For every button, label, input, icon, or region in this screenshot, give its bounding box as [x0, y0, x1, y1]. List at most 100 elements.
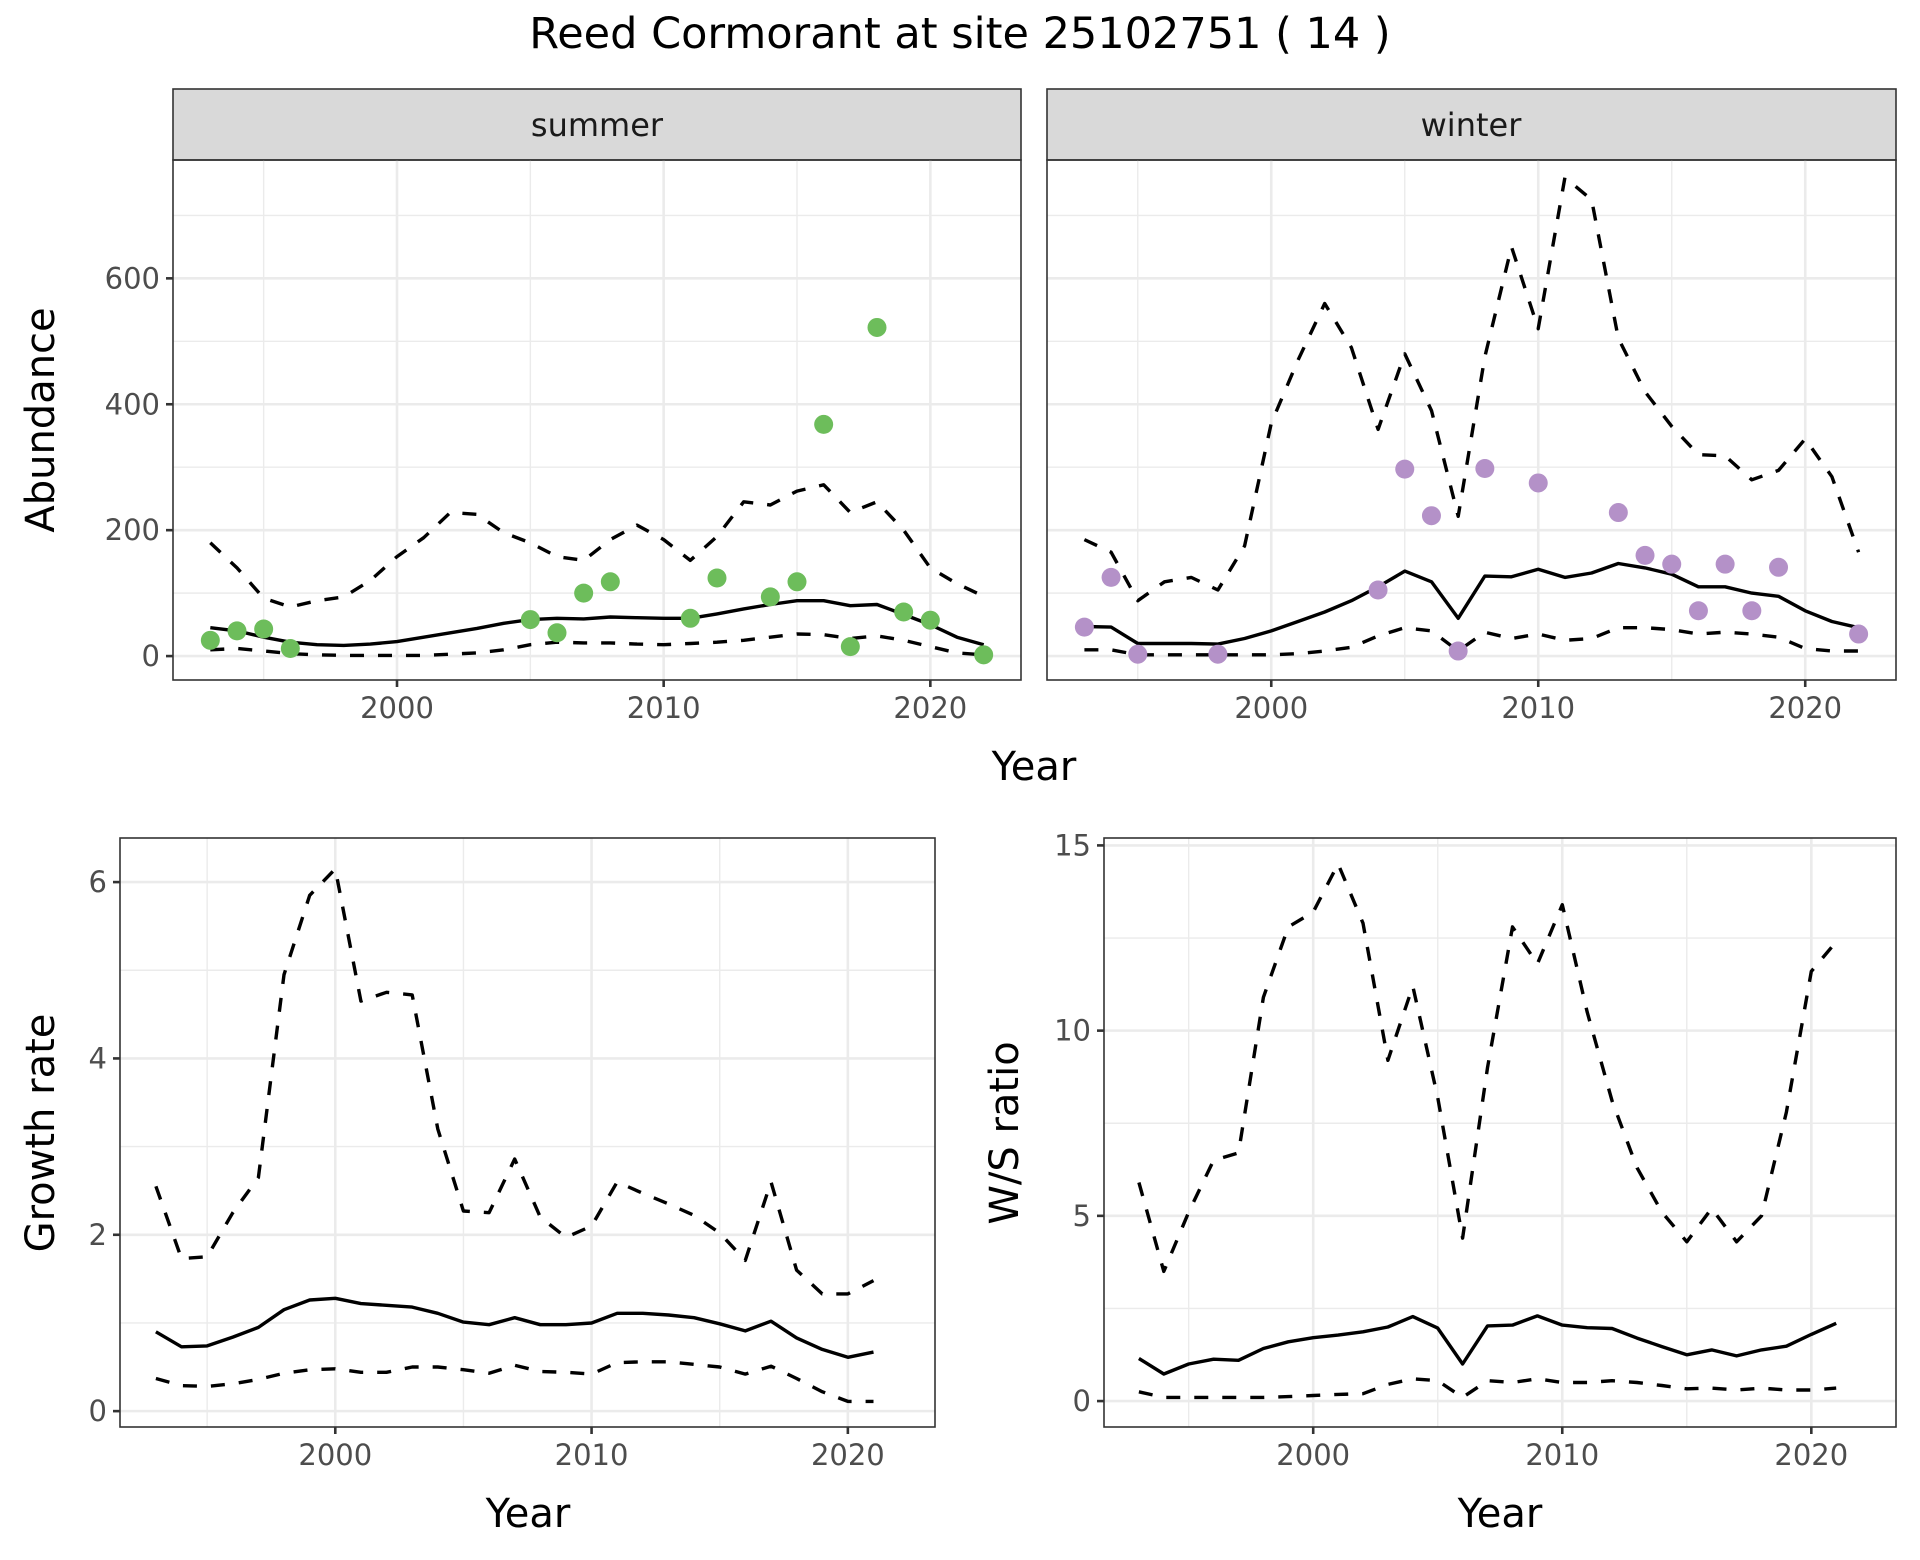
- y-ticks-ws: 0 5 10 15: [1054, 828, 1104, 1418]
- y-tick-label: 15: [1054, 828, 1091, 862]
- winter-point: [1688, 601, 1708, 621]
- x-ticks-growth: 2000 2010 2020: [298, 1427, 885, 1472]
- winter-series-mean: [1084, 561, 1859, 646]
- winter-point: [1769, 557, 1789, 577]
- summer-point: [574, 583, 594, 603]
- x-tick-label: 2020: [811, 1438, 885, 1472]
- summer-point: [600, 572, 620, 592]
- summer-point: [867, 317, 887, 337]
- summer-point: [520, 610, 540, 630]
- y-tick-label: 5: [1073, 1199, 1091, 1233]
- winter-point: [1849, 624, 1869, 644]
- growth-series-upper: [154, 867, 875, 1296]
- x-ticks-ws: 2000 2010 2020: [1276, 1427, 1848, 1472]
- x-tick-label: 2000: [1234, 691, 1308, 725]
- summer-point: [227, 621, 247, 641]
- winter-point: [1208, 644, 1228, 664]
- summer-point: [707, 568, 727, 588]
- winter-point: [1074, 617, 1094, 637]
- x-tick-label: 2010: [555, 1438, 629, 1472]
- winter-point: [1608, 503, 1628, 523]
- ws-series-lower: [1138, 1377, 1837, 1400]
- panel-growth-rate: 0 2 4 6 2000 2010 2020: [89, 837, 936, 1472]
- winter-point: [1528, 473, 1548, 493]
- y-ticks-growth: 0 2 4 6: [89, 865, 120, 1428]
- summer-point: [814, 414, 834, 434]
- panel-border-ws: [1103, 837, 1897, 1428]
- points-summer: [200, 317, 994, 665]
- summer-point: [974, 645, 994, 665]
- summer-point: [680, 608, 700, 628]
- summer-point: [920, 610, 940, 630]
- ws-series-upper: [1137, 862, 1838, 1274]
- winter-series-lower: [1084, 626, 1859, 657]
- x-tick-label: 2010: [1525, 1438, 1599, 1472]
- winter-point: [1395, 459, 1415, 479]
- x-axis-title-growth: Year: [485, 1491, 571, 1537]
- winter-point: [1715, 554, 1735, 574]
- winter-point: [1101, 567, 1121, 587]
- summer-point: [840, 637, 860, 657]
- y-tick-label: 2: [89, 1218, 107, 1252]
- panel-border-summer: [172, 159, 1022, 681]
- winter-point: [1448, 641, 1468, 661]
- strip-winter: [1046, 88, 1897, 161]
- y-tick-label: 400: [105, 387, 160, 421]
- grid-summer: [173, 160, 1021, 680]
- chart-title: Reed Cormorant at site 25102751 ( 14 ): [529, 9, 1390, 59]
- grid-growth: [120, 838, 935, 1427]
- y-ticks-summer: 0 200 400 600: [105, 261, 173, 673]
- x-axis-title-ws: Year: [1457, 1491, 1543, 1537]
- summer-point: [547, 623, 567, 643]
- x-ticks-summer: 2000 2010 2020: [360, 680, 967, 725]
- lines-ws: [1137, 862, 1838, 1400]
- winter-point: [1368, 580, 1388, 600]
- x-tick-label: 2010: [1501, 691, 1575, 725]
- x-axis-title-abundance: Year: [991, 744, 1077, 790]
- summer-point: [787, 572, 807, 592]
- y-axis-title-growth: Growth rate: [18, 1014, 64, 1253]
- summer-series-lower: [210, 632, 984, 658]
- summer-series-mean: [210, 599, 985, 648]
- y-tick-label: 0: [1073, 1384, 1091, 1418]
- lines-summer: [209, 483, 985, 658]
- y-tick-label: 6: [89, 865, 107, 899]
- panel-winter: winter 2000 2010 2020: [1046, 88, 1897, 725]
- x-tick-label: 2000: [1276, 1438, 1350, 1472]
- x-tick-label: 2020: [893, 691, 967, 725]
- winter-point: [1128, 644, 1148, 664]
- y-axis-title-abundance: Abundance: [18, 307, 64, 532]
- x-tick-label: 2000: [298, 1438, 372, 1472]
- winter-point: [1662, 554, 1682, 574]
- y-tick-label: 10: [1054, 1014, 1091, 1048]
- summer-series-upper: [209, 483, 985, 609]
- strip-label-summer: summer: [531, 106, 664, 144]
- ws-series-mean: [1138, 1314, 1837, 1376]
- growth-series-mean: [155, 1296, 874, 1359]
- x-tick-label: 2020: [1768, 691, 1842, 725]
- y-tick-label: 0: [89, 1394, 107, 1428]
- x-tick-label: 2000: [360, 691, 434, 725]
- panel-border-growth: [119, 837, 936, 1428]
- summer-point: [280, 639, 300, 659]
- x-tick-label: 2010: [627, 691, 701, 725]
- winter-series-upper: [1083, 175, 1861, 603]
- summer-point: [894, 602, 914, 622]
- growth-series-lower: [155, 1360, 874, 1404]
- panel-border-winter: [1046, 159, 1897, 681]
- winter-point: [1475, 458, 1495, 478]
- winter-point: [1421, 506, 1441, 526]
- winter-point: [1635, 545, 1655, 565]
- lines-winter: [1083, 175, 1861, 657]
- strip-label-winter: winter: [1421, 106, 1523, 144]
- panel-summer: summer 0 200 400 600 2000 2010 2020: [105, 88, 1022, 725]
- y-tick-label: 600: [105, 261, 160, 295]
- summer-point: [254, 619, 274, 639]
- y-axis-title-ws: W/S ratio: [982, 1041, 1028, 1224]
- x-ticks-winter: 2000 2010 2020: [1234, 680, 1842, 725]
- winter-point: [1742, 601, 1762, 621]
- y-tick-label: 0: [142, 639, 160, 673]
- points-winter: [1074, 458, 1869, 664]
